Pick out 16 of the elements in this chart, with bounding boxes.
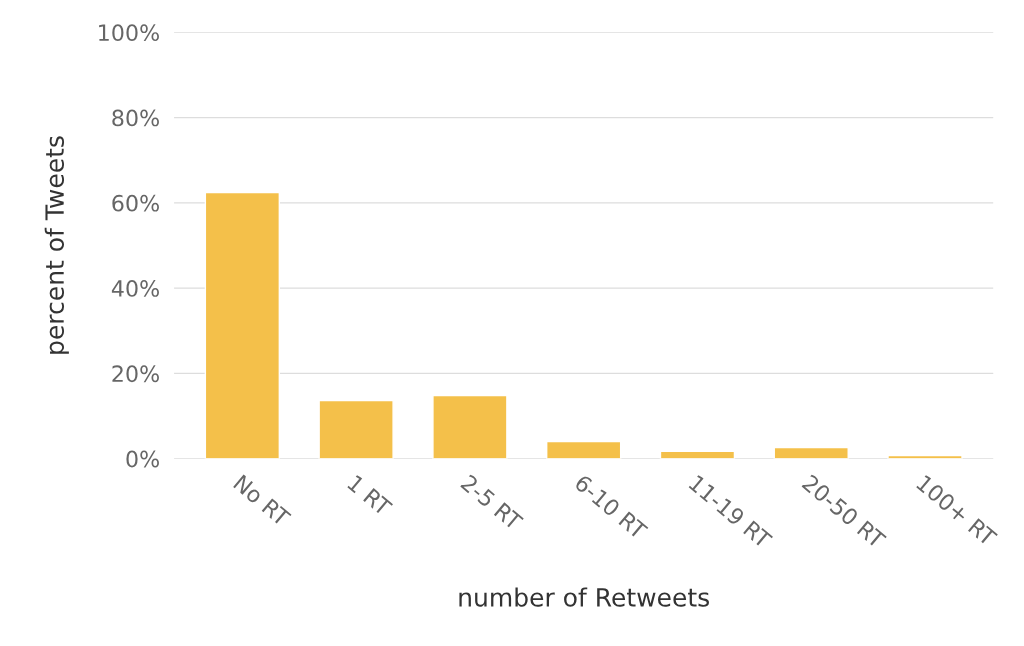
- x-tick-label: 1 RT: [347, 474, 393, 517]
- y-tick-label: 60%: [112, 194, 159, 212]
- y-tick-label: 20%: [112, 365, 159, 383]
- y-axis-title: percent of Tweets: [44, 136, 69, 354]
- y-tick-label: 100%: [99, 24, 159, 42]
- y-tick-label: 80%: [112, 109, 159, 127]
- y-tick-label: 40%: [111, 280, 159, 297]
- bar: [546, 440, 622, 459]
- y-tick-label: 0%: [126, 450, 159, 468]
- x-tick-label: 2-5 RT: [460, 473, 524, 532]
- bar: [432, 394, 508, 459]
- bar: [773, 446, 849, 459]
- bar: [204, 191, 281, 459]
- bar: [318, 399, 394, 459]
- x-tick-label: No RT: [232, 474, 292, 528]
- x-axis-title: number of Retweets: [459, 587, 709, 607]
